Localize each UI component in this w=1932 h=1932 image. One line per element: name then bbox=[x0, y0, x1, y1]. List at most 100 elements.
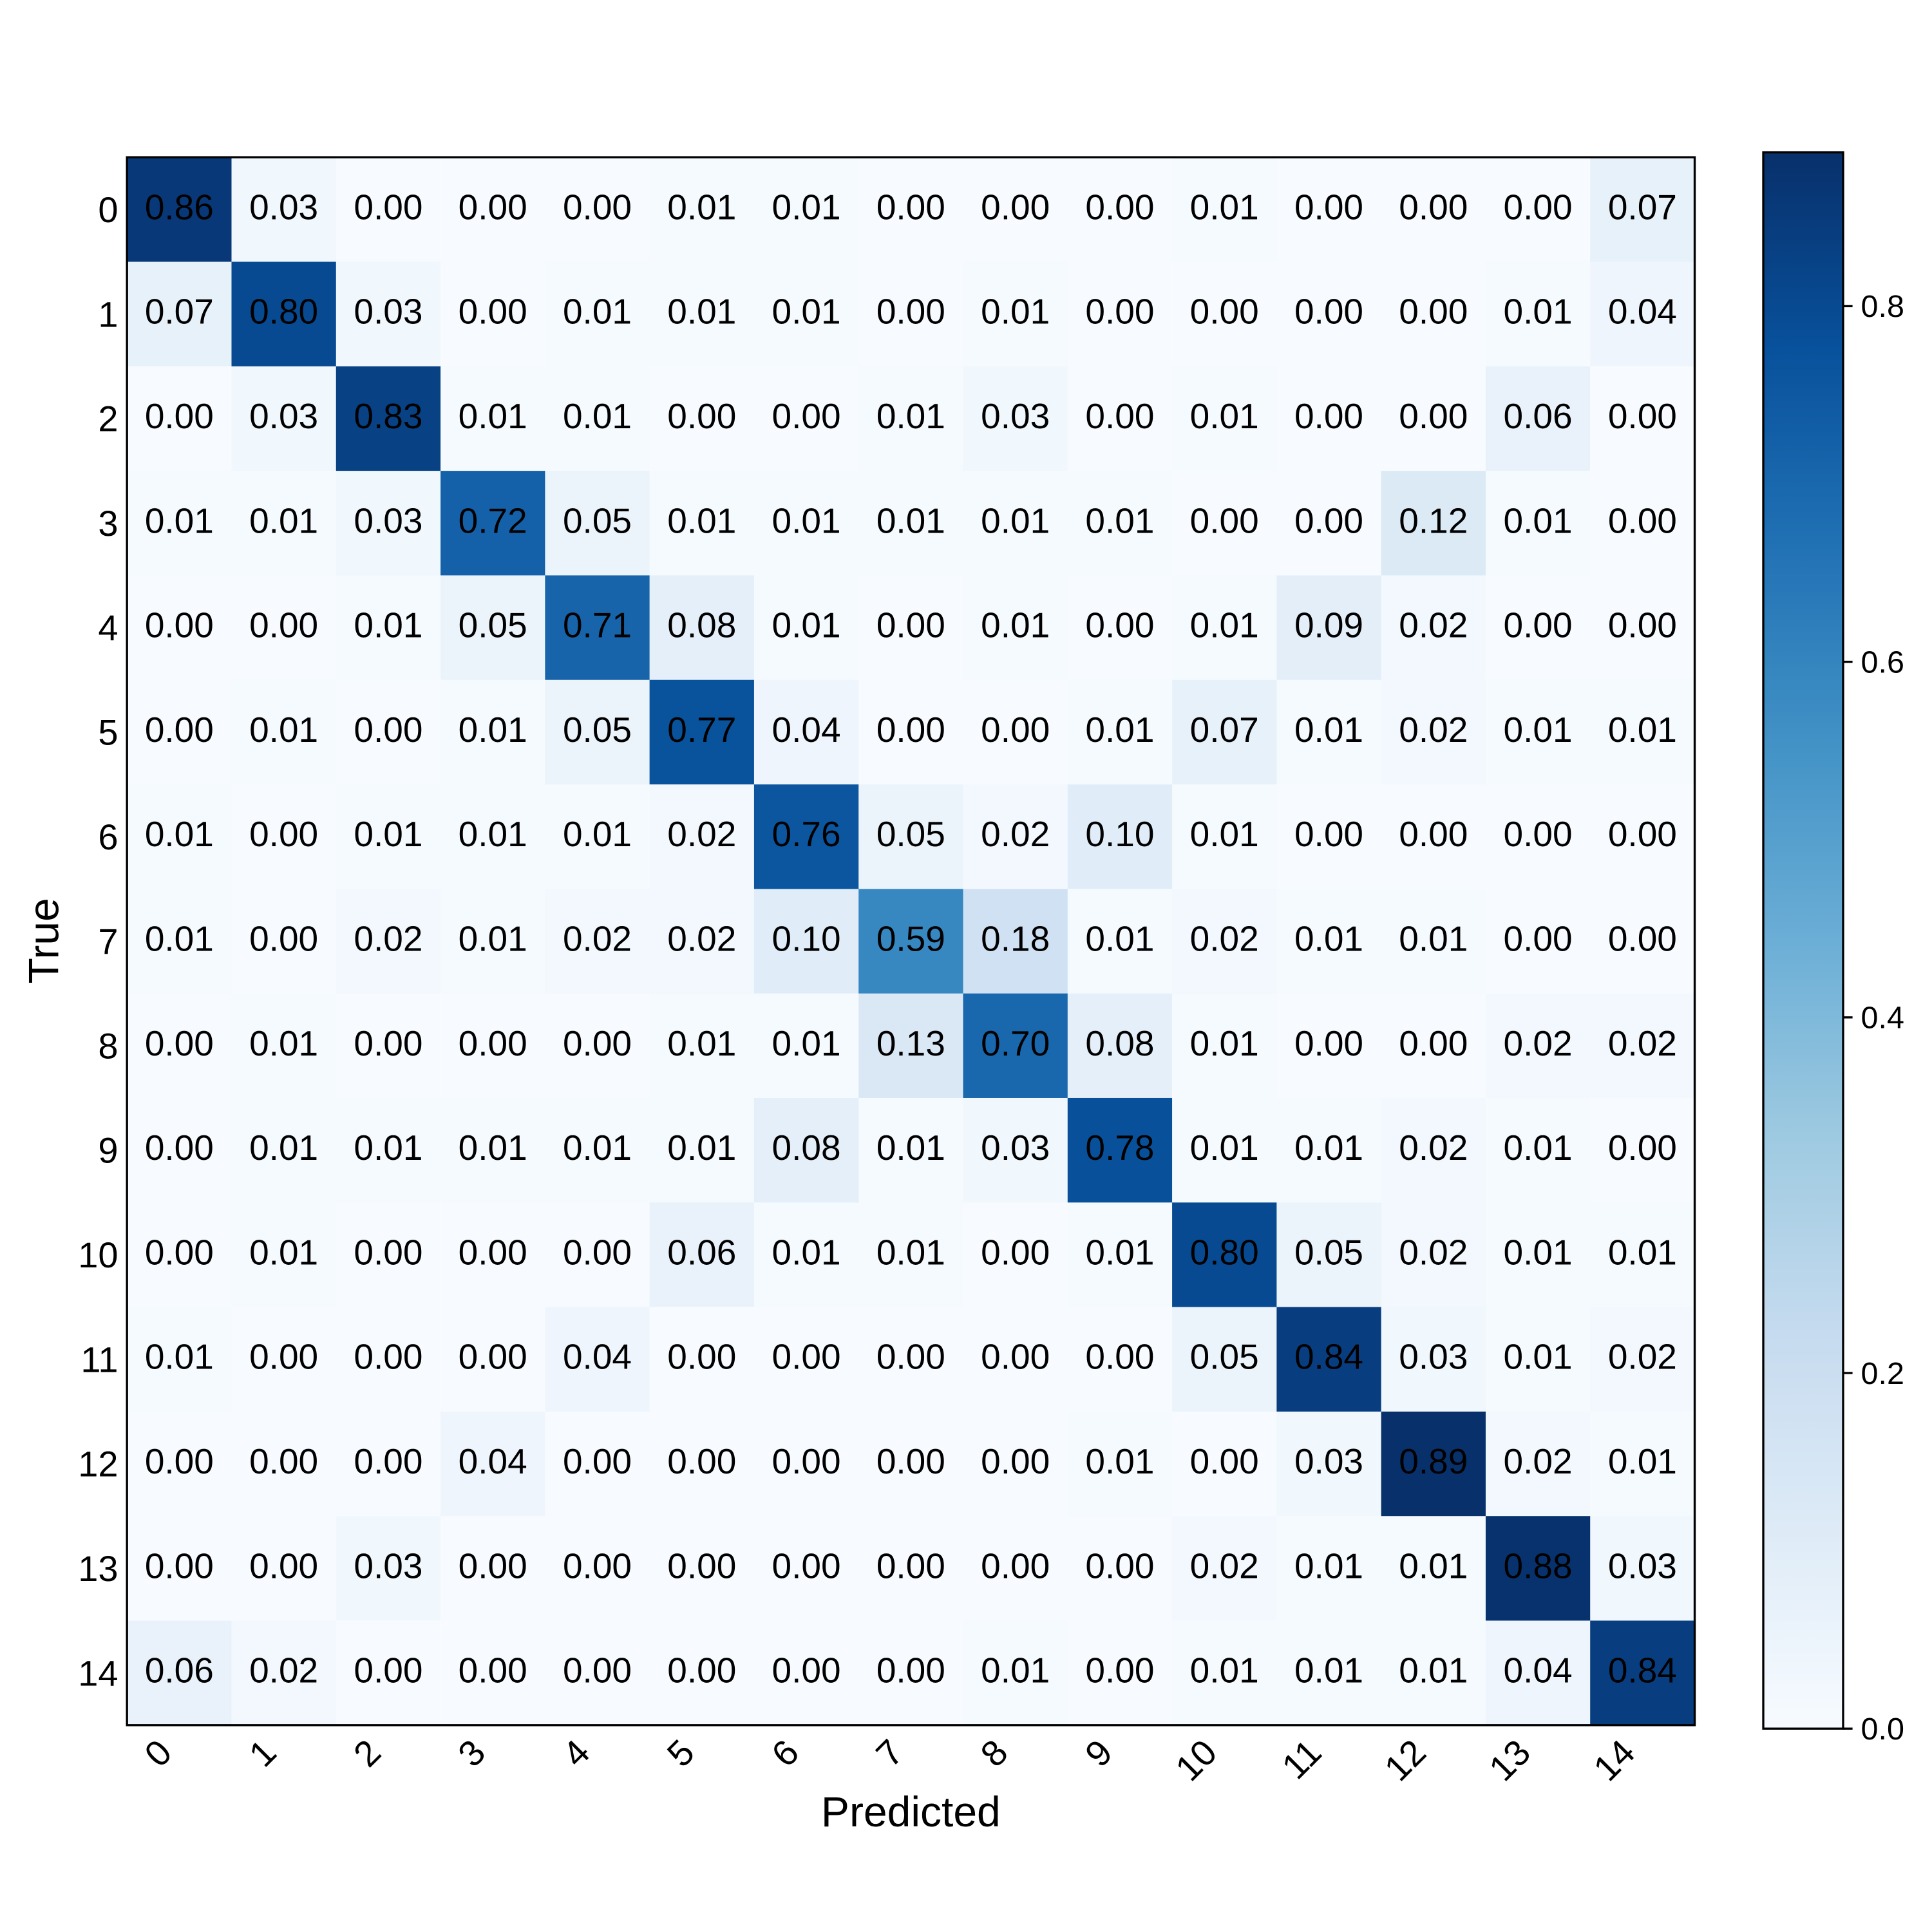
svg-text:0.01: 0.01 bbox=[1085, 1232, 1154, 1272]
svg-text:0.78: 0.78 bbox=[1085, 1128, 1154, 1168]
svg-text:0.80: 0.80 bbox=[249, 292, 318, 332]
svg-text:0.00: 0.00 bbox=[145, 1232, 214, 1272]
svg-text:0.01: 0.01 bbox=[1085, 919, 1154, 959]
svg-text:0.01: 0.01 bbox=[667, 292, 736, 332]
svg-text:0.00: 0.00 bbox=[1504, 605, 1573, 645]
svg-text:0.00: 0.00 bbox=[354, 1441, 422, 1481]
svg-text:0.02: 0.02 bbox=[249, 1651, 318, 1690]
svg-text:0.00: 0.00 bbox=[563, 187, 632, 227]
svg-text:0.07: 0.07 bbox=[1190, 710, 1259, 750]
svg-text:0.59: 0.59 bbox=[876, 919, 945, 959]
svg-text:0.00: 0.00 bbox=[1399, 814, 1468, 854]
svg-text:0.00: 0.00 bbox=[667, 1651, 736, 1690]
svg-text:0.00: 0.00 bbox=[563, 1546, 632, 1586]
svg-text:0.00: 0.00 bbox=[459, 1232, 527, 1272]
svg-text:0.01: 0.01 bbox=[876, 396, 945, 436]
svg-text:0.00: 0.00 bbox=[145, 1546, 214, 1586]
svg-text:0.01: 0.01 bbox=[1608, 1441, 1677, 1481]
svg-text:0.00: 0.00 bbox=[249, 814, 318, 854]
svg-text:0.70: 0.70 bbox=[981, 1023, 1050, 1063]
svg-text:0.01: 0.01 bbox=[1504, 500, 1573, 540]
svg-text:7: 7 bbox=[98, 921, 118, 961]
svg-text:0.00: 0.00 bbox=[876, 1337, 945, 1377]
svg-text:0.02: 0.02 bbox=[1399, 605, 1468, 645]
svg-text:10: 10 bbox=[78, 1235, 118, 1275]
svg-text:3: 3 bbox=[98, 503, 118, 544]
svg-text:0.02: 0.02 bbox=[667, 919, 736, 959]
svg-text:0.09: 0.09 bbox=[1294, 605, 1363, 645]
svg-text:0.01: 0.01 bbox=[667, 187, 736, 227]
svg-text:0.01: 0.01 bbox=[563, 292, 632, 332]
svg-text:0.02: 0.02 bbox=[1399, 1232, 1468, 1272]
svg-text:0.02: 0.02 bbox=[563, 919, 632, 959]
svg-text:0.83: 0.83 bbox=[354, 396, 422, 436]
svg-text:0.00: 0.00 bbox=[1085, 187, 1154, 227]
svg-text:0.01: 0.01 bbox=[459, 396, 527, 436]
svg-text:0.03: 0.03 bbox=[354, 500, 422, 540]
svg-text:0.01: 0.01 bbox=[249, 500, 318, 540]
svg-text:0.01: 0.01 bbox=[772, 1023, 841, 1063]
svg-text:0.00: 0.00 bbox=[145, 605, 214, 645]
svg-text:0.00: 0.00 bbox=[667, 1441, 736, 1481]
svg-text:0.01: 0.01 bbox=[1504, 1128, 1573, 1168]
svg-text:0.00: 0.00 bbox=[981, 1337, 1050, 1377]
svg-text:0.02: 0.02 bbox=[1608, 1023, 1677, 1063]
svg-text:0.18: 0.18 bbox=[981, 919, 1050, 959]
svg-text:0.77: 0.77 bbox=[667, 710, 736, 750]
svg-text:0.03: 0.03 bbox=[981, 1128, 1050, 1168]
svg-text:0.00: 0.00 bbox=[1294, 292, 1363, 332]
svg-text:0.01: 0.01 bbox=[1190, 187, 1259, 227]
svg-text:0.03: 0.03 bbox=[981, 396, 1050, 436]
svg-text:0.00: 0.00 bbox=[563, 1651, 632, 1690]
svg-text:0.01: 0.01 bbox=[249, 1128, 318, 1168]
svg-text:0.01: 0.01 bbox=[1190, 396, 1259, 436]
svg-text:0.00: 0.00 bbox=[876, 710, 945, 750]
svg-text:0.03: 0.03 bbox=[354, 292, 422, 332]
svg-text:0.00: 0.00 bbox=[459, 187, 527, 227]
svg-text:0.00: 0.00 bbox=[876, 1651, 945, 1690]
svg-text:1: 1 bbox=[98, 294, 118, 334]
svg-text:0.00: 0.00 bbox=[459, 1651, 527, 1690]
svg-text:0.00: 0.00 bbox=[145, 710, 214, 750]
svg-text:0.00: 0.00 bbox=[772, 1441, 841, 1481]
svg-text:0.00: 0.00 bbox=[772, 1546, 841, 1586]
svg-text:0.00: 0.00 bbox=[1608, 814, 1677, 854]
svg-text:0.00: 0.00 bbox=[667, 396, 736, 436]
svg-text:0.84: 0.84 bbox=[1608, 1651, 1677, 1690]
svg-text:0.00: 0.00 bbox=[249, 605, 318, 645]
svg-text:0.03: 0.03 bbox=[354, 1546, 422, 1586]
svg-text:2: 2 bbox=[98, 399, 118, 439]
svg-text:0.00: 0.00 bbox=[1504, 919, 1573, 959]
svg-text:0.00: 0.00 bbox=[1294, 1023, 1363, 1063]
svg-text:0.01: 0.01 bbox=[1399, 919, 1468, 959]
svg-text:0.01: 0.01 bbox=[1608, 1232, 1677, 1272]
svg-text:0.01: 0.01 bbox=[1504, 1337, 1573, 1377]
svg-text:0.4: 0.4 bbox=[1861, 1001, 1904, 1036]
svg-text:0.01: 0.01 bbox=[667, 1128, 736, 1168]
svg-text:0.00: 0.00 bbox=[1294, 814, 1363, 854]
svg-text:0.05: 0.05 bbox=[459, 605, 527, 645]
svg-text:0.01: 0.01 bbox=[1190, 1128, 1259, 1168]
svg-text:0.01: 0.01 bbox=[563, 1128, 632, 1168]
svg-text:0.01: 0.01 bbox=[249, 1023, 318, 1063]
svg-text:0.00: 0.00 bbox=[459, 1337, 527, 1377]
svg-text:0.00: 0.00 bbox=[145, 396, 214, 436]
svg-text:0.00: 0.00 bbox=[354, 1651, 422, 1690]
svg-text:0.01: 0.01 bbox=[1085, 500, 1154, 540]
svg-text:0.6: 0.6 bbox=[1861, 645, 1904, 679]
svg-text:0.00: 0.00 bbox=[1608, 605, 1677, 645]
svg-text:0.01: 0.01 bbox=[772, 605, 841, 645]
svg-text:0.01: 0.01 bbox=[1504, 710, 1573, 750]
svg-text:0.10: 0.10 bbox=[772, 919, 841, 959]
svg-text:0.08: 0.08 bbox=[1085, 1023, 1154, 1063]
svg-text:11: 11 bbox=[80, 1339, 118, 1379]
svg-text:0.00: 0.00 bbox=[354, 187, 422, 227]
svg-text:0: 0 bbox=[98, 189, 118, 230]
svg-text:0.05: 0.05 bbox=[563, 500, 632, 540]
svg-text:8: 8 bbox=[98, 1025, 118, 1066]
svg-text:0.05: 0.05 bbox=[563, 710, 632, 750]
svg-text:0.00: 0.00 bbox=[981, 1546, 1050, 1586]
svg-text:0.04: 0.04 bbox=[772, 710, 841, 750]
svg-text:0.05: 0.05 bbox=[876, 814, 945, 854]
svg-text:0.00: 0.00 bbox=[876, 187, 945, 227]
